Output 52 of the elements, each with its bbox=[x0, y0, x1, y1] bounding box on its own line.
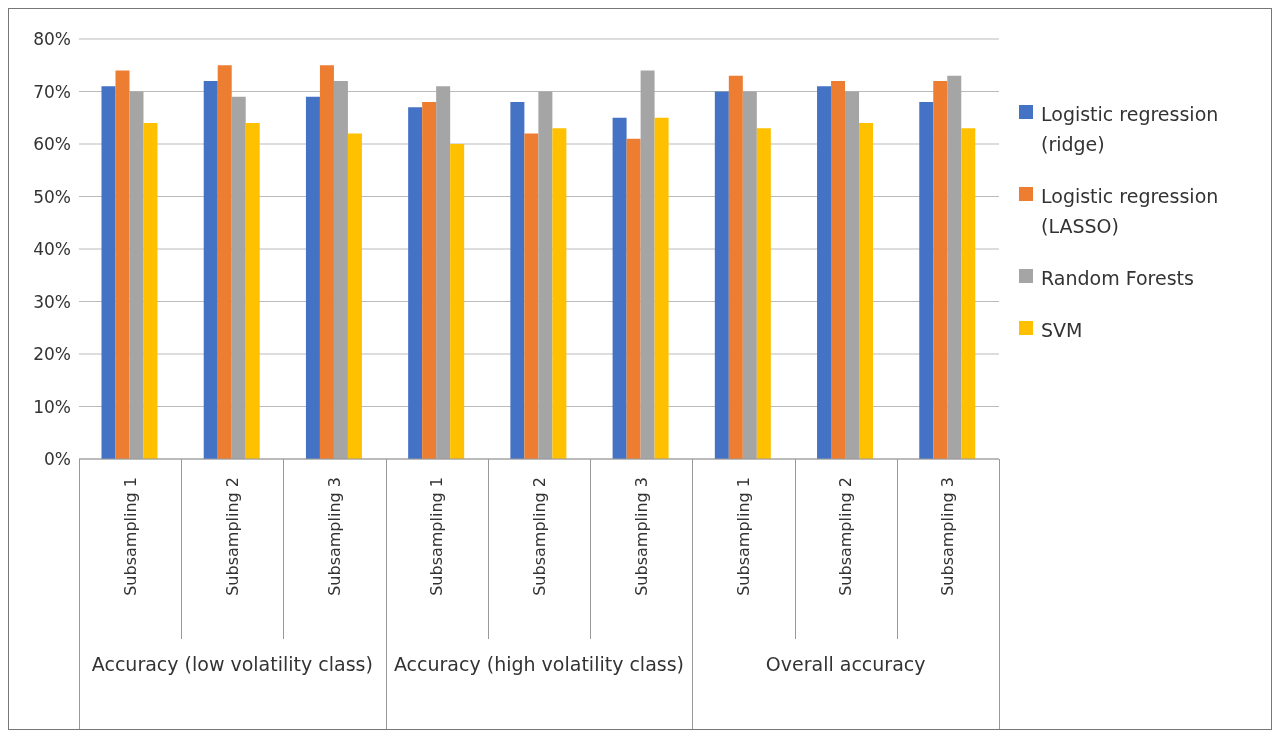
bar bbox=[756, 128, 771, 459]
bar bbox=[450, 144, 465, 459]
x-tick-label: Subsampling 3 bbox=[325, 477, 345, 596]
bar bbox=[115, 70, 130, 459]
text: Overall accuracy bbox=[764, 652, 927, 677]
bar bbox=[143, 123, 158, 459]
bar bbox=[319, 65, 334, 459]
y-tick-label: 30% bbox=[33, 291, 71, 312]
bar bbox=[524, 133, 539, 459]
x-tick-label: Subsampling 3 bbox=[938, 477, 958, 596]
x-tick-label: Subsampling 3 bbox=[631, 477, 651, 596]
x-tick-label: Subsampling 1 bbox=[120, 477, 140, 596]
y-tick-label: 40% bbox=[33, 239, 71, 260]
bar bbox=[408, 107, 423, 459]
x-tick-label: Subsampling 2 bbox=[836, 477, 856, 596]
bar bbox=[305, 96, 320, 459]
text: Accuracy (low volatility class) bbox=[90, 652, 374, 677]
bar bbox=[101, 86, 116, 459]
legend-label: Logistic regression (ridge) bbox=[1041, 102, 1220, 157]
bar bbox=[919, 102, 934, 459]
bar bbox=[217, 65, 232, 459]
bar bbox=[654, 117, 669, 459]
bar bbox=[422, 102, 437, 459]
bar bbox=[510, 102, 525, 459]
legend-label: SVM bbox=[1041, 318, 1083, 343]
bar bbox=[859, 123, 874, 459]
y-tick-label: 20% bbox=[33, 344, 71, 365]
bar bbox=[728, 75, 743, 459]
bar bbox=[933, 81, 948, 459]
bar bbox=[817, 86, 832, 459]
legend-label: Random Forests bbox=[1041, 266, 1194, 291]
y-tick-label: 70% bbox=[33, 81, 71, 102]
x-tick-label: Subsampling 2 bbox=[222, 477, 242, 596]
bar bbox=[203, 81, 218, 459]
x-tick-label: Subsampling 1 bbox=[733, 477, 753, 596]
x-tick-label: Subsampling 1 bbox=[427, 477, 447, 596]
bar bbox=[714, 91, 729, 459]
bar bbox=[612, 117, 627, 459]
bar bbox=[552, 128, 567, 459]
y-tick-label: 60% bbox=[33, 134, 71, 155]
bar bbox=[347, 133, 362, 459]
bar bbox=[626, 138, 641, 459]
y-tick-label: 50% bbox=[33, 186, 71, 207]
bar bbox=[961, 128, 976, 459]
y-tick-label: 80% bbox=[33, 29, 71, 50]
legend-label: Logistic regression (LASSO) bbox=[1041, 184, 1220, 239]
y-tick-label: 0% bbox=[44, 449, 71, 470]
bar bbox=[245, 123, 260, 459]
bar bbox=[831, 81, 846, 459]
x-tick-label: Subsampling 2 bbox=[529, 477, 549, 596]
y-tick-label: 10% bbox=[33, 396, 71, 417]
text: Accuracy (high volatility class) bbox=[392, 652, 685, 677]
